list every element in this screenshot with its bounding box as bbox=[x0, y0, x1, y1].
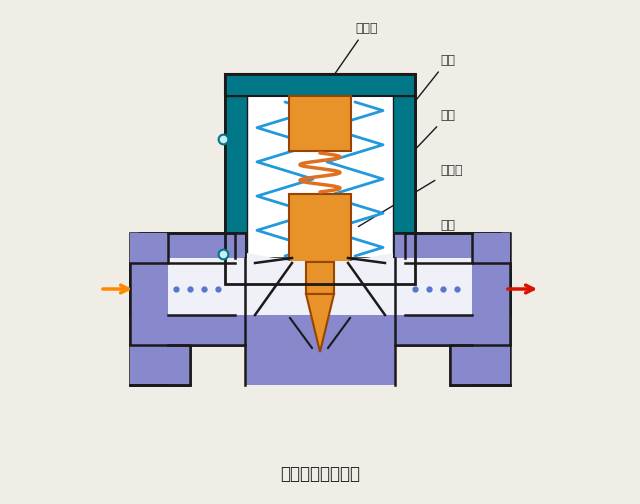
Bar bbox=[450, 345, 510, 385]
Bar bbox=[245, 284, 395, 385]
Bar bbox=[225, 74, 415, 96]
Bar bbox=[472, 233, 510, 345]
Polygon shape bbox=[330, 253, 393, 305]
Bar bbox=[130, 233, 168, 345]
Bar bbox=[306, 262, 334, 294]
Polygon shape bbox=[306, 294, 334, 352]
Bar bbox=[395, 233, 500, 263]
Bar bbox=[245, 284, 395, 385]
Bar bbox=[130, 345, 190, 385]
Polygon shape bbox=[247, 253, 310, 305]
Bar bbox=[168, 315, 245, 345]
Bar bbox=[395, 233, 472, 263]
Bar bbox=[130, 340, 190, 385]
Bar bbox=[140, 233, 245, 263]
Text: 定铁心: 定铁心 bbox=[326, 22, 378, 86]
Polygon shape bbox=[168, 258, 295, 310]
Bar bbox=[130, 233, 168, 345]
Text: 弹簧: 弹簧 bbox=[399, 54, 455, 122]
Bar bbox=[225, 262, 415, 284]
Text: 线圈: 线圈 bbox=[399, 109, 455, 166]
Bar bbox=[395, 315, 472, 345]
Bar bbox=[393, 96, 415, 262]
Bar bbox=[225, 74, 415, 284]
Text: 直接控制式电磁阀: 直接控制式电磁阀 bbox=[280, 465, 360, 483]
Bar bbox=[289, 96, 351, 151]
Bar bbox=[225, 74, 415, 284]
Bar bbox=[235, 258, 405, 284]
Bar bbox=[225, 96, 247, 262]
Polygon shape bbox=[345, 258, 472, 310]
Bar bbox=[472, 233, 510, 345]
Text: 动铁心: 动铁心 bbox=[358, 164, 463, 227]
Text: 阀芯: 阀芯 bbox=[348, 219, 455, 302]
Bar bbox=[168, 233, 245, 263]
Bar bbox=[168, 263, 472, 315]
Bar bbox=[140, 315, 245, 345]
Bar bbox=[289, 194, 351, 262]
Bar bbox=[450, 340, 510, 385]
Bar bbox=[130, 263, 510, 315]
Text: 阀座: 阀座 bbox=[365, 319, 455, 332]
Bar bbox=[395, 315, 500, 345]
Bar bbox=[168, 263, 472, 315]
